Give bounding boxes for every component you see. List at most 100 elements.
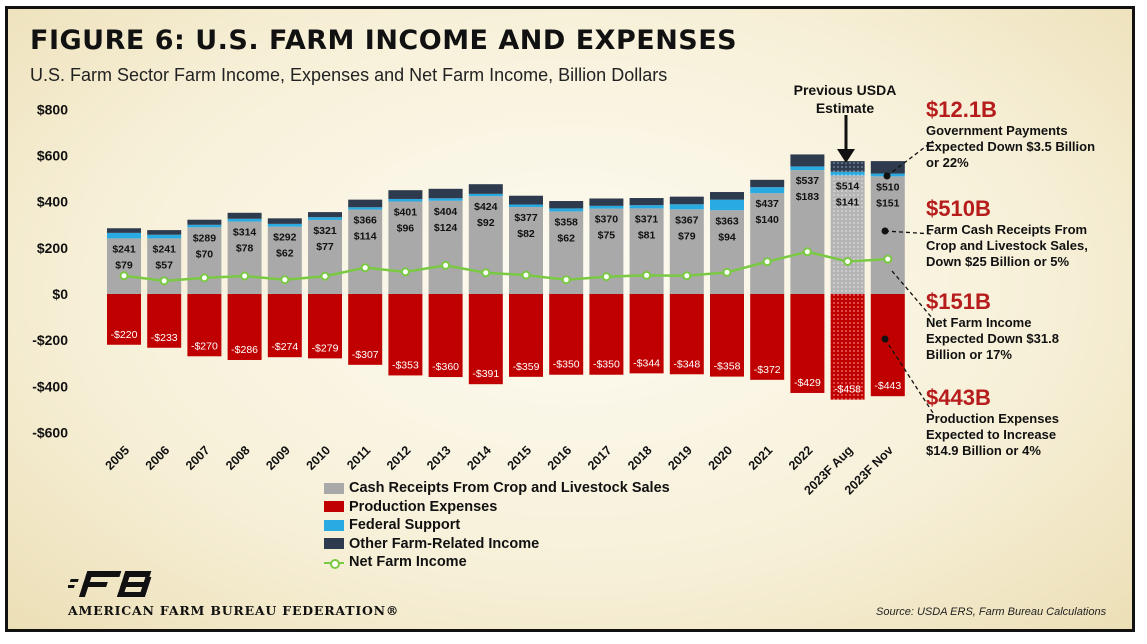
net-income-label: $81 (638, 229, 656, 241)
legend-swatch (324, 482, 344, 494)
cash-receipts-bar (870, 176, 905, 294)
legend-line-swatch (324, 557, 344, 569)
expenses-bar (830, 294, 865, 400)
x-tick-label: 2020 (706, 443, 736, 473)
cash-receipts-label: $363 (715, 215, 739, 227)
cash-receipts-label: $377 (514, 212, 538, 224)
expenses-label: -$443 (874, 380, 901, 392)
net-income-point (320, 271, 330, 281)
expenses-label: -$279 (312, 342, 339, 354)
net-income-label: $62 (276, 248, 294, 260)
federal-support-bar (589, 205, 624, 209)
x-tick-label: 2015 (505, 443, 535, 473)
x-tick-label: 2006 (143, 443, 173, 473)
legend-label: Other Farm-Related Income (349, 535, 540, 552)
other-income-bar (509, 195, 543, 205)
expenses-bar (669, 294, 704, 375)
other-income-bar (710, 192, 744, 200)
y-tick-label: -$600 (32, 424, 68, 440)
net-income-point (722, 267, 732, 277)
expenses-label: -$458 (834, 384, 861, 396)
y-tick-label: $800 (37, 101, 68, 117)
cash-receipts-label: $314 (233, 227, 257, 239)
net-income-label: $82 (517, 228, 535, 240)
expenses-bar (710, 294, 744, 377)
other-income-bar (348, 199, 383, 208)
expenses-label: -$286 (231, 344, 258, 356)
cash-receipts-label: $321 (313, 225, 337, 237)
x-tick-label: 2017 (585, 443, 615, 473)
x-tick-label: 2010 (304, 443, 334, 473)
x-tick-label: 2018 (625, 443, 655, 473)
net-income-label: $92 (477, 217, 495, 229)
cash-receipts-bar (388, 201, 423, 294)
chart-canvas: $800 $600 $400 $200 $0 -$200 -$400 -$600 $241 $7… (32, 101, 934, 498)
net-income-label: $140 (756, 214, 780, 226)
cash-receipts-bar (107, 238, 141, 294)
net-income-point (360, 263, 370, 273)
other-income-bar (669, 196, 704, 205)
down-arrow-icon (837, 149, 855, 163)
legend-swatch (324, 501, 344, 513)
expenses-label: -$353 (392, 359, 419, 371)
other-income-bar (388, 190, 423, 199)
federal-support-bar (227, 218, 262, 222)
x-tick-label: 2016 (545, 443, 575, 473)
expenses-bar (870, 294, 905, 397)
expenses-bar (308, 294, 342, 359)
cash-receipts-bar (790, 170, 825, 294)
x-tick-label: 2008 (223, 443, 253, 473)
annotation-value: $443B (926, 385, 991, 410)
annotation-value: $510B (926, 196, 991, 221)
cash-receipts-label: $366 (354, 215, 378, 227)
federal-support-bar (509, 204, 543, 208)
cash-receipts-label: $370 (595, 214, 619, 226)
federal-support-bar (468, 193, 503, 197)
legend-label: Federal Support (349, 517, 461, 534)
chart-legend: Cash Receipts From Crop and Livestock Sa… (324, 479, 670, 572)
net-income-label: $78 (236, 243, 254, 255)
expenses-label: -$344 (633, 357, 660, 369)
other-income-bar (549, 201, 584, 209)
y-tick-label: -$400 (32, 378, 68, 394)
x-tick-label: 2014 (464, 443, 494, 473)
other-income-bar (147, 230, 182, 235)
x-tick-label: 2021 (746, 443, 776, 473)
net-income-label: $70 (196, 248, 214, 260)
expenses-label: -$348 (673, 358, 700, 370)
legend-item-federal: Federal Support (324, 516, 670, 535)
federal-support-bar (710, 199, 744, 211)
legend-item-other: Other Farm-Related Income (324, 535, 670, 554)
net-income-point (240, 271, 250, 281)
expenses-label: -$350 (553, 359, 580, 371)
expenses-label: -$358 (714, 361, 741, 373)
y-axis: $800 $600 $400 $200 $0 -$200 -$400 -$600 (32, 101, 68, 440)
net-income-label: $141 (836, 196, 860, 208)
y-tick-label: $400 (37, 194, 68, 210)
annotation-value: $151B (926, 289, 991, 314)
legend-item-cash: Cash Receipts From Crop and Livestock Sa… (324, 479, 670, 498)
net-income-line-path (123, 250, 888, 283)
cash-receipts-label: $292 (273, 232, 297, 244)
net-income-point (561, 275, 571, 285)
annotation-text: Net Farm Income Expected Down $31.8 Bill… (926, 315, 1059, 362)
x-tick-label: 2019 (665, 443, 695, 473)
federal-support-bar (267, 223, 302, 227)
y-tick-label: $200 (37, 240, 68, 256)
federal-support-bar (750, 187, 785, 194)
net-income-label: $77 (316, 241, 334, 253)
net-income-label: $79 (678, 230, 696, 242)
x-tick-label: 2013 (424, 443, 454, 473)
federal-support-bar (549, 208, 584, 212)
cash-receipts-label: $289 (193, 232, 217, 244)
other-income-bar (790, 154, 825, 167)
annotation-net-income: $151B Net Farm Income Expected Down $31.… (926, 289, 1086, 363)
federal-support-bar (348, 207, 383, 210)
expenses-label: -$359 (513, 361, 540, 373)
chart-frame: FIGURE 6: U.S. FARM INCOME AND EXPENSES … (5, 6, 1135, 632)
x-tick-label: 2022 (786, 443, 816, 473)
expenses-bar (147, 294, 182, 348)
federal-support-bar (187, 224, 222, 228)
cash-receipts-label: $514 (836, 180, 860, 192)
expenses-bar (107, 294, 141, 345)
